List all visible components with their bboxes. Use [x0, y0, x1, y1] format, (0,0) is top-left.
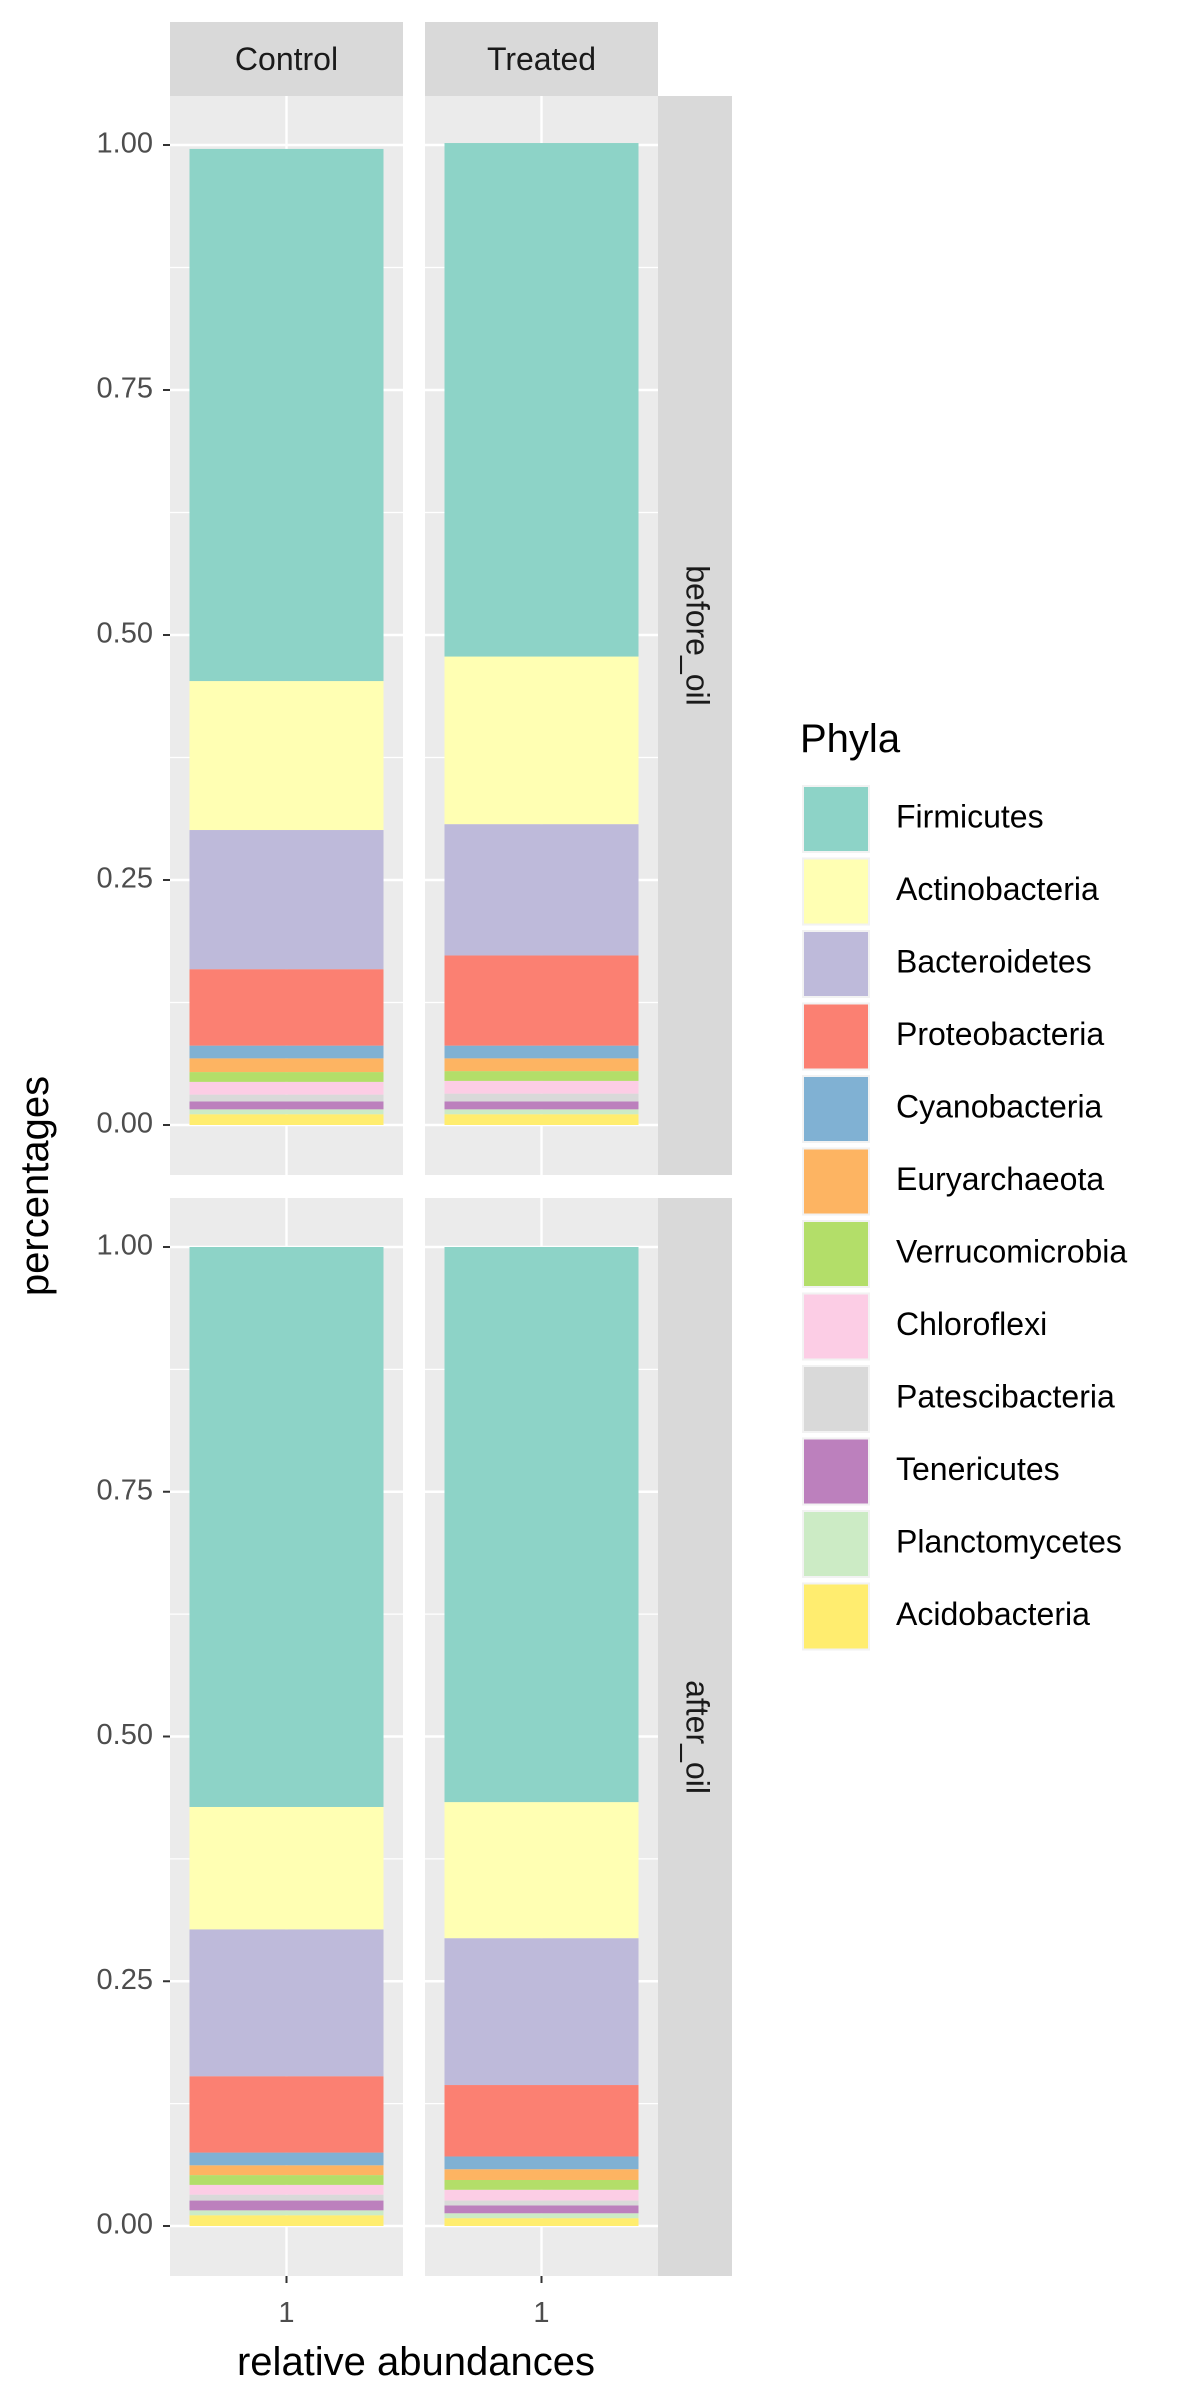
legend-swatch-chloroflexi	[804, 1294, 868, 1359]
bar-segment-cyanobacteria	[444, 2156, 639, 2170]
bar-segment-verrucomicrobia	[444, 2179, 639, 2190]
bar-segment-firmicutes	[444, 1247, 639, 1803]
bar-segment-tenericutes	[444, 1101, 639, 1110]
legend-swatch-planctomycetes	[804, 1512, 868, 1576]
facet-label-control: Control	[235, 41, 338, 77]
bar-segment-acidobacteria	[444, 1114, 639, 1125]
bar-segment-tenericutes	[189, 2200, 384, 2211]
legend-label-chloroflexi: Chloroflexi	[896, 1306, 1047, 1342]
bar-segment-firmicutes	[189, 1247, 384, 1807]
bar-segment-firmicutes	[189, 148, 384, 682]
bar-segment-planctomycetes	[444, 1109, 639, 1115]
y-tick-label: 0.25	[97, 1964, 153, 1996]
facet-strip-treated	[425, 22, 658, 96]
bar-segment-planctomycetes	[189, 2210, 384, 2216]
legend-label-bacteroidetes: Bacteroidetes	[896, 943, 1092, 979]
bar-segment-firmicutes	[444, 143, 639, 657]
bar-segment-bacteroidetes	[189, 1929, 384, 2077]
legend-swatch-acidobacteria	[804, 1584, 868, 1649]
bar-segment-patescibacteria	[444, 2200, 639, 2206]
legend-swatch-verrucomicrobia	[804, 1222, 868, 1286]
legend-label-acidobacteria: Acidobacteria	[896, 1596, 1090, 1632]
y-tick-label: 0.00	[97, 2209, 153, 2241]
bar-segment-patescibacteria	[189, 1094, 384, 1102]
y-tick-label: 0.25	[97, 863, 153, 895]
y-tick-label: 0.00	[97, 1108, 153, 1140]
bar-segment-planctomycetes	[444, 2213, 639, 2219]
bar-segment-euryarchaeota	[189, 1058, 384, 1073]
bar-segment-patescibacteria	[444, 1093, 639, 1102]
legend-label-cyanobacteria: Cyanobacteria	[896, 1088, 1103, 1124]
legend-label-proteobacteria: Proteobacteria	[896, 1016, 1104, 1052]
y-tick-label: 0.75	[97, 1474, 153, 1506]
bar-segment-proteobacteria	[189, 2076, 384, 2153]
bar-segment-verrucomicrobia	[189, 2175, 384, 2185]
bar-segment-verrucomicrobia	[189, 1072, 384, 1082]
y-tick-label: 0.75	[97, 373, 153, 405]
bar-segment-proteobacteria	[189, 969, 384, 1046]
facet-strip-after-oil	[658, 1198, 732, 2276]
y-axis-title: percentages	[13, 1076, 57, 1296]
facet-label-treated: Treated	[487, 41, 596, 77]
legend-label-planctomycetes: Planctomycetes	[896, 1523, 1122, 1559]
legend-title: Phyla	[800, 717, 901, 761]
facet-strip-control	[170, 22, 403, 96]
bar-segment-verrucomicrobia	[444, 1071, 639, 1081]
bar-segment-proteobacteria	[444, 955, 639, 1046]
bar-segment-chloroflexi	[189, 1081, 384, 1095]
bar-segment-acidobacteria	[444, 2218, 639, 2226]
legend-swatch-firmicutes	[804, 787, 868, 851]
x-tick-label: 1	[533, 2297, 549, 2329]
bar-segment-euryarchaeota	[189, 2165, 384, 2176]
legend-swatch-tenericutes	[804, 1439, 868, 1504]
facet-label-before-oil: before_oil	[680, 565, 716, 706]
bar-segment-euryarchaeota	[444, 1058, 639, 1072]
bar-segment-patescibacteria	[189, 2194, 384, 2201]
bar-segment-bacteroidetes	[444, 1938, 639, 2086]
legend-swatch-cyanobacteria	[804, 1077, 868, 1141]
x-tick-label: 1	[278, 2297, 294, 2329]
legend-swatch-actinobacteria	[804, 859, 868, 924]
bar-segment-euryarchaeota	[444, 2169, 639, 2180]
legend-label-euryarchaeota: Euryarchaeota	[896, 1161, 1104, 1197]
bar-segment-acidobacteria	[189, 2215, 384, 2226]
y-tick-label: 1.00	[97, 1230, 153, 1262]
legend-swatch-bacteroidetes	[804, 932, 868, 996]
bar-segment-bacteroidetes	[189, 830, 384, 970]
bar-segment-actinobacteria	[444, 656, 639, 825]
legend-label-tenericutes: Tenericutes	[896, 1451, 1060, 1487]
bar-segment-tenericutes	[444, 2205, 639, 2214]
bar-segment-cyanobacteria	[189, 2152, 384, 2166]
legend-swatch-euryarchaeota	[804, 1149, 868, 1214]
legend-label-actinobacteria: Actinobacteria	[896, 871, 1099, 907]
bar-segment-chloroflexi	[444, 1080, 639, 1094]
y-tick-label: 0.50	[97, 618, 153, 650]
x-axis-title: relative abundances	[237, 2340, 595, 2384]
bar-segment-acidobacteria	[189, 1114, 384, 1125]
bar-segment-actinobacteria	[189, 1806, 384, 1930]
legend-label-verrucomicrobia: Verrucomicrobia	[896, 1233, 1127, 1269]
bar-segment-tenericutes	[189, 1101, 384, 1110]
bar-segment-cyanobacteria	[189, 1045, 384, 1059]
bar-segment-chloroflexi	[444, 2189, 639, 2201]
bar-segment-actinobacteria	[189, 681, 384, 831]
bar-segment-actinobacteria	[444, 1802, 639, 1939]
bar-segment-proteobacteria	[444, 2085, 639, 2157]
legend-swatch-proteobacteria	[804, 1004, 868, 1069]
bar-segment-chloroflexi	[189, 2184, 384, 2195]
legend-label-firmicutes: Firmicutes	[896, 798, 1044, 834]
bar-segment-bacteroidetes	[444, 824, 639, 956]
bar-segment-cyanobacteria	[444, 1045, 639, 1059]
y-tick-label: 1.00	[97, 128, 153, 160]
legend-label-patescibacteria: Patescibacteria	[896, 1378, 1115, 1414]
facet-strip-before-oil	[658, 96, 732, 1175]
y-tick-label: 0.50	[97, 1719, 153, 1751]
facet-label-after-oil: after_oil	[680, 1680, 716, 1794]
bar-segment-planctomycetes	[189, 1109, 384, 1115]
legend-swatch-patescibacteria	[804, 1367, 868, 1431]
